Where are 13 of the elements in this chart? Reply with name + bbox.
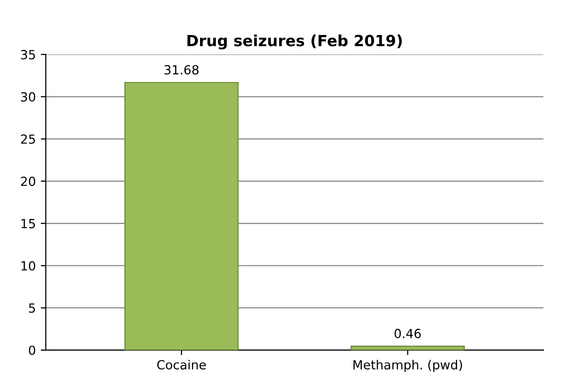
y-tick-label: 15 bbox=[22, 219, 35, 228]
x-tick-label: Cocaine bbox=[157, 360, 206, 370]
y-tick-label: 35 bbox=[21, 50, 35, 60]
y-tick-label: 30 bbox=[21, 92, 36, 102]
y-tick-label: 25 bbox=[21, 134, 35, 144]
data-label: 31.68 bbox=[164, 65, 199, 75]
x-tick-label: Methamph. (pwd) bbox=[354, 360, 462, 372]
chart-title: Drug seizures (Feb 2019) bbox=[187, 34, 402, 50]
y-tick-label: 10 bbox=[22, 261, 36, 271]
data-label: 0.46 bbox=[394, 328, 421, 338]
y-tick-label: 20 bbox=[21, 176, 36, 186]
y-tick-label: 0 bbox=[28, 346, 36, 356]
y-tick-label: 5 bbox=[29, 304, 35, 313]
